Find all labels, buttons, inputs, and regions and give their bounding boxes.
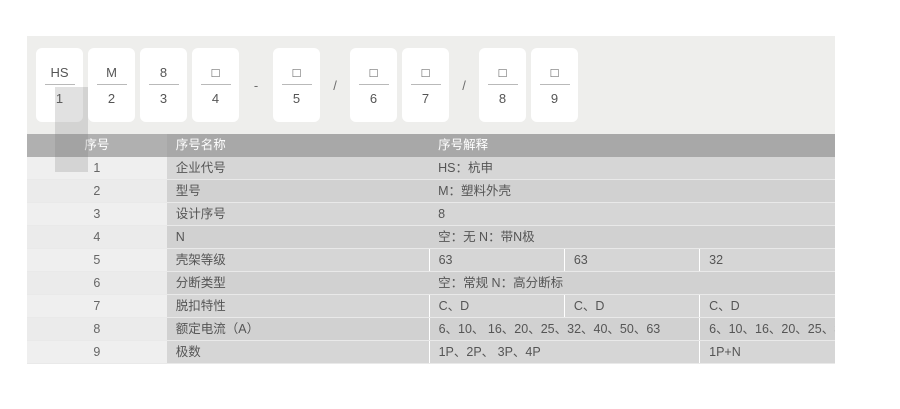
cell-variant-1: C、D (428, 294, 565, 318)
code-card-5-index: 5 (292, 90, 301, 106)
column-header-no[interactable]: 序号 (27, 134, 167, 157)
code-card-4[interactable]: □ 4 (192, 48, 239, 122)
table-row[interactable]: 3 设计序号 8 (27, 202, 835, 226)
cell-name: N (166, 225, 430, 249)
code-card-3[interactable]: 8 3 (140, 48, 187, 122)
code-card-4-value: □ (200, 66, 231, 85)
cell-name: 额定电流（A） (166, 317, 430, 341)
cell-explain: 空：常规 N：高分断标 (429, 271, 835, 295)
cell-variant-3: 32 (699, 248, 835, 272)
table-row[interactable]: 8 额定电流（A） 6、10、 16、20、25、32、40、50、63 6、1… (27, 317, 835, 341)
code-card-7[interactable]: □ 7 (402, 48, 449, 122)
code-card-8-value: □ (487, 66, 518, 85)
table-row[interactable]: 2 型号 M：塑料外壳 (27, 179, 835, 203)
cell-no: 7 (27, 294, 167, 318)
cell-variant-3: 6、10、16、20、25、32 (699, 317, 835, 341)
cell-name: 企业代号 (166, 157, 430, 180)
code-card-3-index: 3 (159, 90, 168, 106)
code-card-7-index: 7 (421, 90, 430, 106)
code-card-7-value: □ (410, 66, 441, 85)
code-card-8-index: 8 (498, 90, 507, 106)
cell-explain: M：塑料外壳 (429, 179, 835, 203)
cell-variant-2: 63 (563, 248, 700, 272)
cell-variant-1: 63 (428, 248, 565, 272)
code-card-4-index: 4 (211, 90, 220, 106)
cell-variant-1: 6、10、 16、20、25、32、40、50、63 (428, 317, 700, 341)
cell-no: 4 (27, 225, 167, 249)
cell-no: 6 (27, 271, 167, 295)
cell-name: 极数 (166, 340, 430, 364)
cell-explain: HS：杭申 (429, 157, 835, 180)
cell-variant-2: C、D (563, 294, 700, 318)
table-row[interactable]: 5 壳架等级 63 63 32 (27, 248, 835, 272)
cell-name: 脱扣特性 (166, 294, 430, 318)
table-header-row: 序号 序号名称 序号解释 (27, 134, 835, 157)
code-card-6-value: □ (358, 66, 389, 85)
code-card-2-index: 2 (107, 90, 116, 106)
code-card-1-value: HS (44, 66, 75, 85)
table-row[interactable]: 7 脱扣特性 C、D C、D C、D (27, 294, 835, 318)
separator-dash: - (253, 77, 259, 93)
table-row[interactable]: 6 分断类型 空：常规 N：高分断标 (27, 271, 835, 295)
cell-no: 9 (27, 340, 167, 364)
cell-name: 型号 (166, 179, 430, 203)
model-code-strip: HS 1 M 2 8 3 □ 4 - □ 5 / □ 6 □ 7 / (27, 36, 835, 134)
cell-variant-3: C、D (699, 294, 835, 318)
cell-variant-3: 1P+N (699, 340, 835, 364)
separator-slash-1: / (333, 77, 337, 93)
cell-name: 壳架等级 (166, 248, 430, 272)
cell-no: 8 (27, 317, 167, 341)
cell-no: 1 (27, 157, 167, 180)
code-card-3-value: 8 (148, 66, 179, 85)
cell-no: 5 (27, 248, 167, 272)
code-card-1[interactable]: HS 1 (36, 48, 83, 122)
cell-no: 3 (27, 202, 167, 226)
cell-explain: 8 (429, 202, 835, 226)
table-row[interactable]: 4 N 空：无 N：带N极 (27, 225, 835, 249)
code-card-2-value: M (96, 66, 127, 85)
cell-name: 设计序号 (166, 202, 430, 226)
code-card-6-index: 6 (369, 90, 378, 106)
column-header-explain[interactable]: 序号解释 (429, 134, 835, 157)
column-header-name[interactable]: 序号名称 (166, 134, 430, 157)
model-code-explanation-table: 序号 序号名称 序号解释 1 企业代号 HS：杭申 2 型号 M：塑料外壳 3 … (27, 134, 835, 364)
code-card-9-value: □ (539, 66, 570, 85)
code-card-1-index: 1 (55, 90, 64, 106)
cell-name: 分断类型 (166, 271, 430, 295)
code-card-6[interactable]: □ 6 (350, 48, 397, 122)
code-card-5[interactable]: □ 5 (273, 48, 320, 122)
cell-no: 2 (27, 179, 167, 203)
code-card-2[interactable]: M 2 (88, 48, 135, 122)
code-card-5-value: □ (281, 66, 312, 85)
code-card-9[interactable]: □ 9 (531, 48, 578, 122)
table-row[interactable]: 1 企业代号 HS：杭申 (27, 157, 835, 180)
cell-variant-1: 1P、2P、 3P、4P (428, 340, 700, 364)
cell-explain: 空：无 N：带N极 (429, 225, 835, 249)
separator-slash-2: / (462, 77, 466, 93)
table-head: 序号 序号名称 序号解释 (27, 134, 835, 157)
table-body: 1 企业代号 HS：杭申 2 型号 M：塑料外壳 3 设计序号 8 4 N 空：… (27, 157, 835, 364)
code-card-9-index: 9 (550, 90, 559, 106)
table-row[interactable]: 9 极数 1P、2P、 3P、4P 1P+N (27, 340, 835, 364)
code-card-8[interactable]: □ 8 (479, 48, 526, 122)
